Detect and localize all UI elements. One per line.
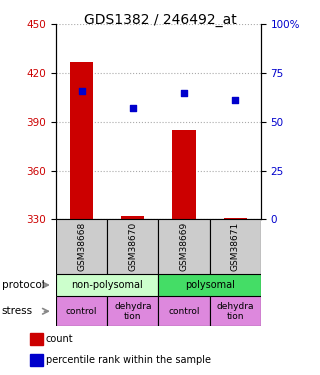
FancyBboxPatch shape bbox=[107, 296, 158, 326]
Bar bbox=[121, 216, 144, 219]
Text: dehydra
tion: dehydra tion bbox=[114, 302, 152, 321]
Text: non-polysomal: non-polysomal bbox=[71, 280, 143, 290]
FancyBboxPatch shape bbox=[56, 274, 158, 296]
Text: control: control bbox=[168, 307, 200, 316]
Text: GSM38671: GSM38671 bbox=[231, 222, 240, 271]
Point bbox=[79, 88, 84, 94]
Text: polysomal: polysomal bbox=[185, 280, 235, 290]
Bar bbox=[172, 130, 196, 219]
Text: GSM38669: GSM38669 bbox=[180, 222, 188, 271]
FancyBboxPatch shape bbox=[107, 219, 158, 274]
Text: protocol: protocol bbox=[2, 280, 44, 290]
Point bbox=[181, 90, 187, 96]
Point bbox=[233, 98, 238, 104]
FancyBboxPatch shape bbox=[210, 296, 261, 326]
Text: GSM38670: GSM38670 bbox=[128, 222, 137, 271]
Text: count: count bbox=[46, 334, 73, 344]
FancyBboxPatch shape bbox=[56, 296, 107, 326]
Bar bbox=[30, 354, 43, 366]
Point bbox=[130, 105, 135, 111]
Text: control: control bbox=[66, 307, 97, 316]
Bar bbox=[70, 62, 93, 219]
Text: dehydra
tion: dehydra tion bbox=[216, 302, 254, 321]
FancyBboxPatch shape bbox=[158, 274, 261, 296]
Bar bbox=[30, 333, 43, 345]
Text: percentile rank within the sample: percentile rank within the sample bbox=[46, 355, 211, 364]
FancyBboxPatch shape bbox=[210, 219, 261, 274]
Text: stress: stress bbox=[2, 306, 33, 316]
FancyBboxPatch shape bbox=[56, 219, 107, 274]
Text: GSM38668: GSM38668 bbox=[77, 222, 86, 271]
FancyBboxPatch shape bbox=[158, 296, 210, 326]
FancyBboxPatch shape bbox=[158, 219, 210, 274]
Text: GDS1382 / 246492_at: GDS1382 / 246492_at bbox=[84, 13, 236, 27]
Bar bbox=[224, 218, 247, 219]
